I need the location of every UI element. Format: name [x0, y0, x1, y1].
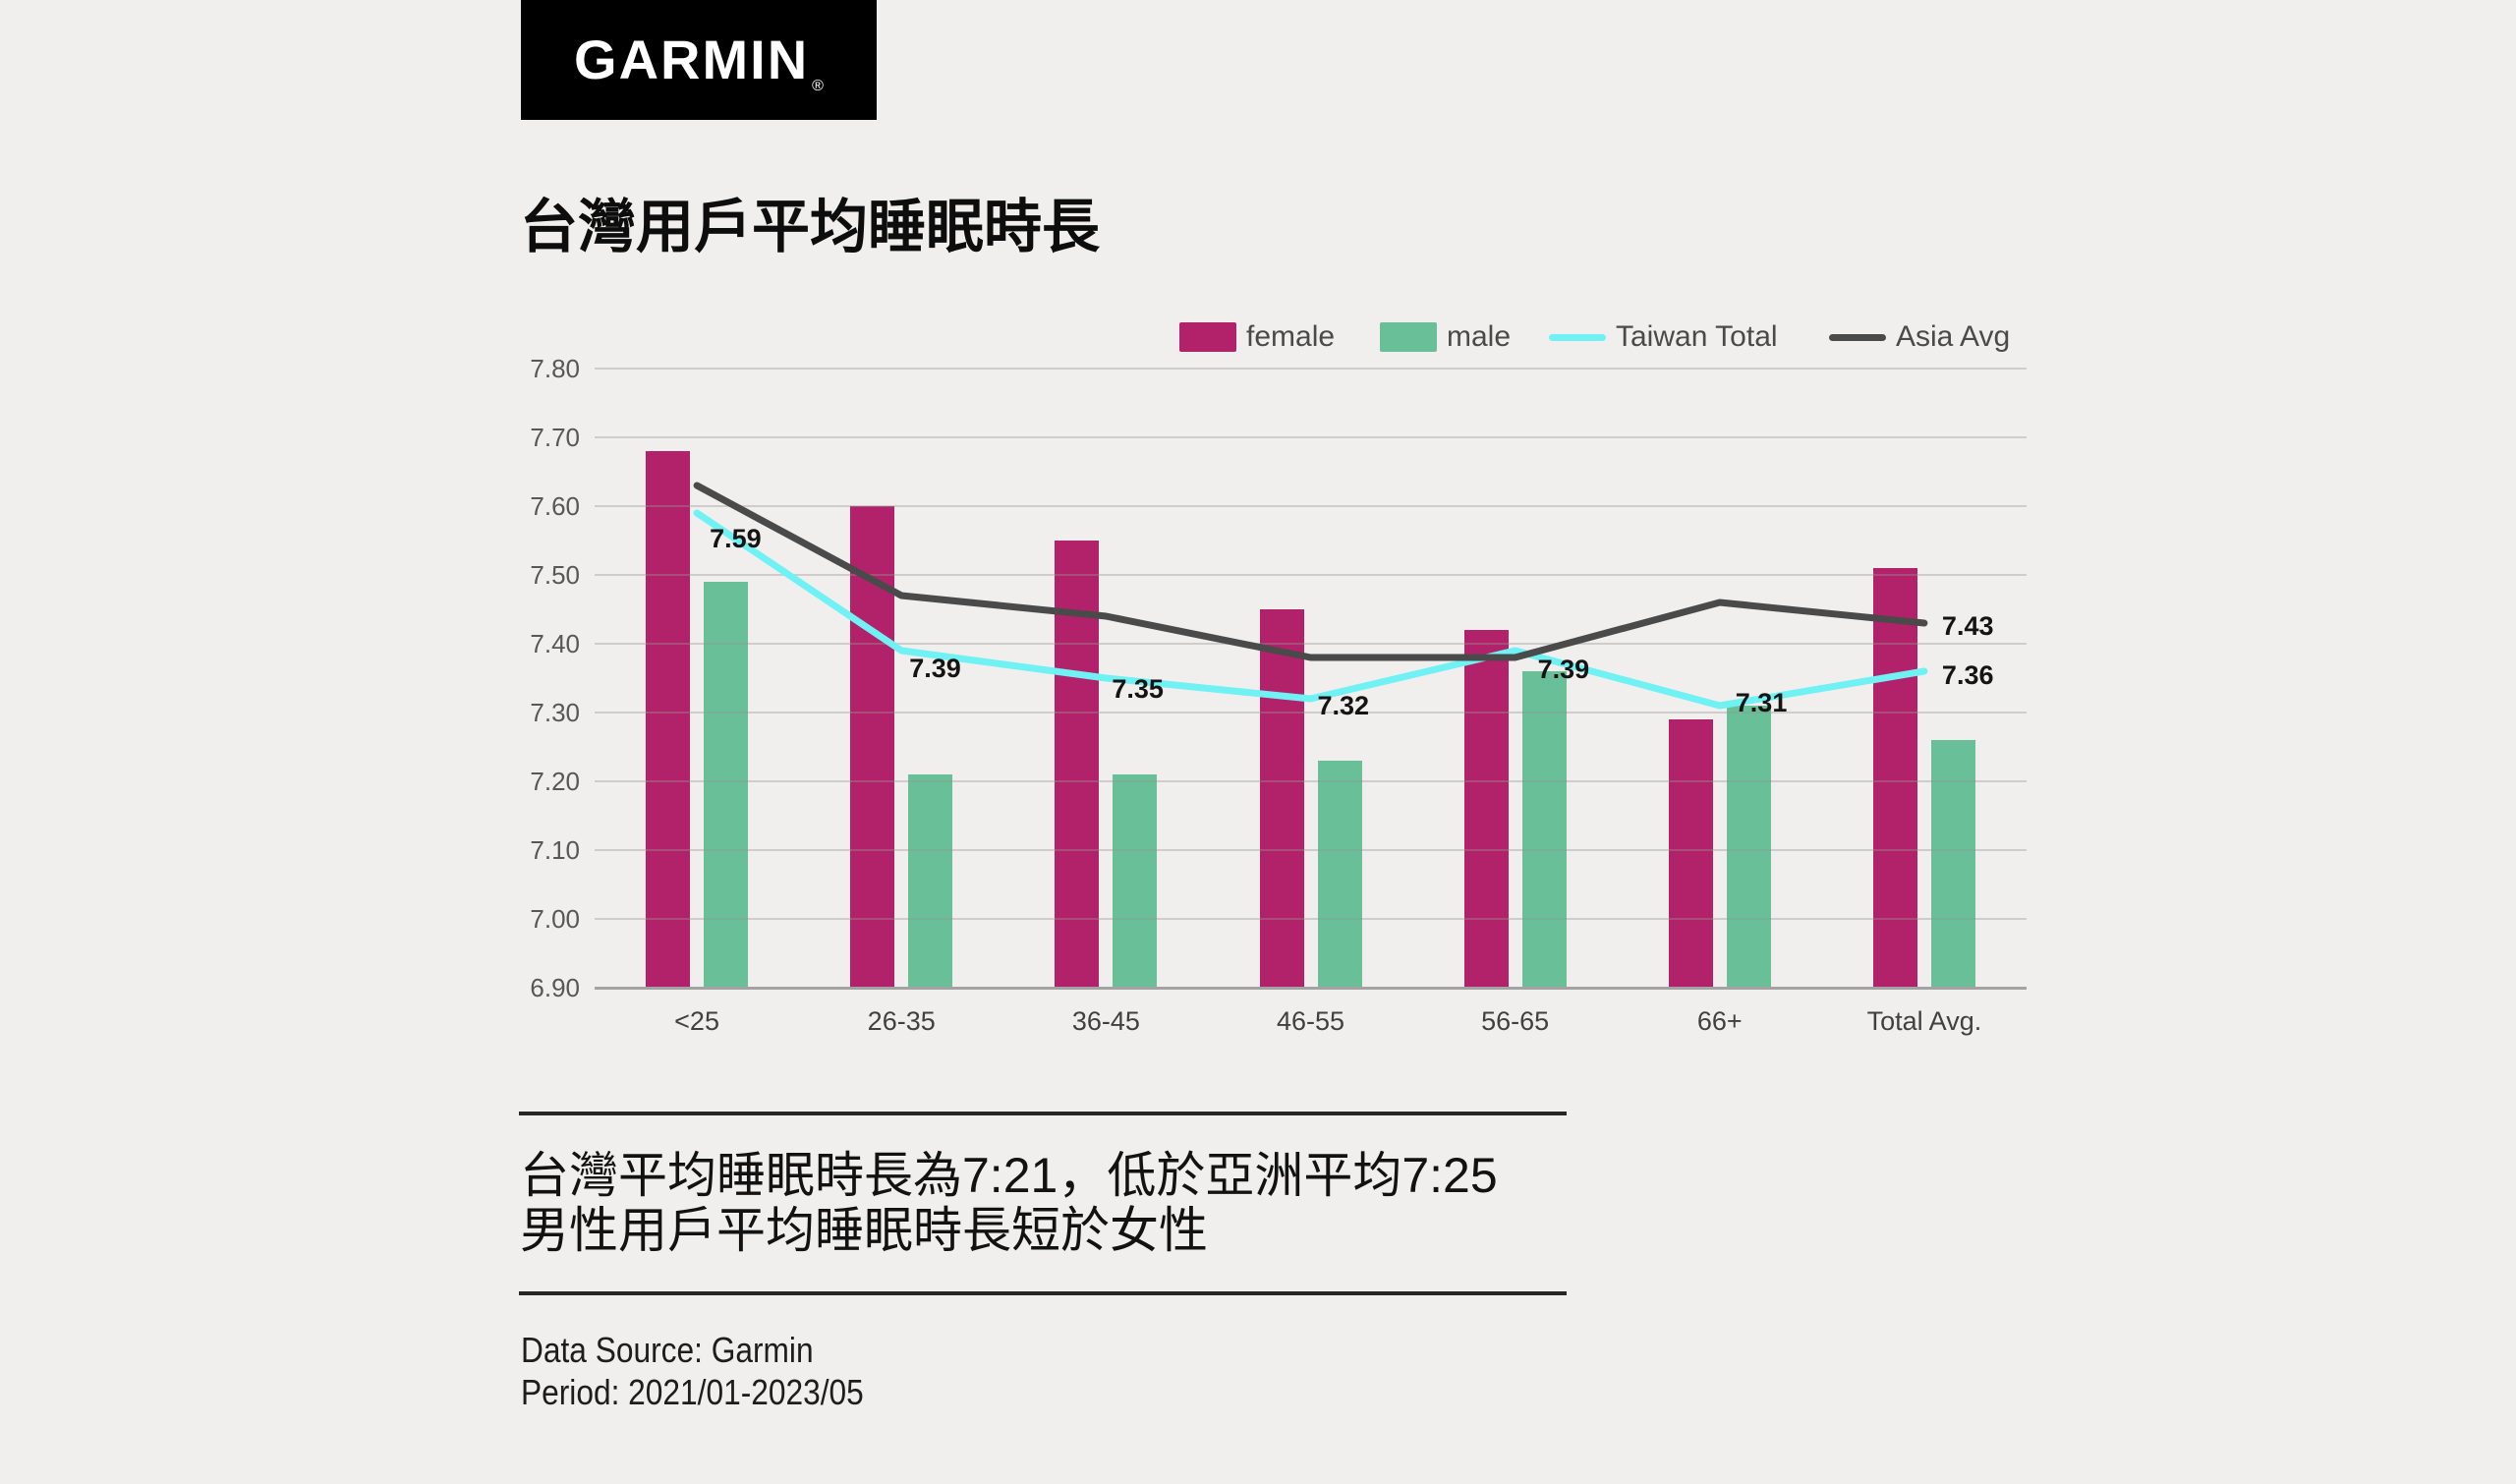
bar-female-Total Avg. — [1872, 568, 1917, 988]
x-axis-category-label: 46-55 — [1276, 1006, 1345, 1036]
data-label-taiwan-total-26-35: 7.39 — [909, 654, 961, 683]
legend-item-female[interactable]: female — [1179, 318, 1335, 356]
analysis-line-1: 台灣平均睡眠時長為7:21，低於亞洲平均7:25 — [520, 1148, 1498, 1203]
analysis-text: 台灣平均睡眠時長為7:21，低於亞洲平均7:25 男性用戶平均睡眠時長短於女性 — [520, 1148, 1699, 1258]
x-axis-category-label: <25 — [674, 1006, 719, 1036]
garmin-logo: GARMIN ® — [521, 0, 877, 120]
x-axis-category-label: 26-35 — [867, 1006, 936, 1036]
bar-female-36-45 — [1055, 541, 1100, 988]
y-axis-tick-label: 7.80 — [530, 354, 580, 383]
gridline — [595, 712, 2027, 713]
legend-label: Taiwan Total — [1616, 320, 1778, 353]
y-axis-tick-label: 6.90 — [530, 973, 580, 1002]
bar-male-26-35 — [908, 774, 953, 988]
page-title: 台灣用戶平均睡眠時長 — [520, 195, 1101, 259]
x-axis-category-label: Total Avg. — [1866, 1006, 1982, 1036]
gridline — [595, 780, 2027, 782]
bar-female-46-55 — [1259, 609, 1304, 988]
legend-item-taiwan-total[interactable]: Taiwan Total — [1549, 318, 1778, 356]
bar-male-36-45 — [1113, 774, 1158, 988]
legend-swatch-icon-male — [1380, 322, 1437, 352]
bar-male-46-55 — [1317, 761, 1362, 988]
data-source-text: Data Source: Garmin — [521, 1330, 814, 1370]
bar-female-26-35 — [850, 506, 895, 988]
x-axis-category-label: 36-45 — [1071, 1006, 1140, 1036]
y-axis-tick-label: 7.10 — [530, 835, 580, 865]
legend-item-asia-avg[interactable]: Asia Avg — [1829, 318, 2010, 356]
bar-female-<25 — [646, 451, 691, 988]
gridline — [595, 505, 2027, 507]
gridline — [595, 436, 2027, 438]
gridline — [595, 643, 2027, 645]
divider-top — [519, 1112, 1567, 1115]
data-label-taiwan-total-<25: 7.59 — [710, 524, 762, 553]
y-axis-tick-label: 7.20 — [530, 767, 580, 796]
y-axis-tick-label: 7.50 — [530, 560, 580, 590]
gridline — [595, 368, 2027, 370]
y-axis-tick-label: 7.60 — [530, 491, 580, 521]
gridline — [595, 918, 2027, 920]
legend-label: male — [1447, 320, 1512, 353]
legend-item-male[interactable]: male — [1380, 318, 1511, 356]
legend-swatch-icon-female — [1179, 322, 1236, 352]
bar-female-66+ — [1668, 719, 1713, 988]
legend-line-icon-asia-avg — [1829, 333, 1886, 341]
data-label-asia-avg-Total Avg.: 7.43 — [1941, 611, 1994, 641]
period-text: Period: 2021/01-2023/05 — [521, 1372, 864, 1412]
data-label-taiwan-total-56-65: 7.39 — [1537, 655, 1590, 684]
data-label-taiwan-total-Total Avg.: 7.36 — [1941, 660, 1994, 690]
bar-female-56-65 — [1463, 630, 1509, 988]
bar-male-56-65 — [1521, 671, 1567, 988]
y-axis-tick-label: 7.70 — [530, 423, 580, 452]
legend-label: Asia Avg — [1896, 320, 2011, 353]
data-label-taiwan-total-36-45: 7.35 — [1112, 674, 1164, 704]
source-block: Data Source: Garmin Period: 2021/01-2023… — [521, 1329, 864, 1413]
analysis-line-2: 男性用戶平均睡眠時長短於女性 — [520, 1203, 1208, 1258]
gridline — [595, 574, 2027, 576]
y-axis-tick-label: 7.30 — [530, 698, 580, 727]
garmin-logo-text: GARMIN — [574, 29, 810, 90]
x-axis-category-label: 66+ — [1696, 1006, 1743, 1036]
registered-trademark-icon: ® — [812, 78, 824, 94]
bar-male-Total Avg. — [1930, 740, 1975, 988]
y-axis-tick-label: 7.40 — [530, 629, 580, 658]
y-axis-tick-label: 7.00 — [530, 904, 580, 934]
x-axis-line — [595, 987, 2027, 990]
x-axis-category-label: 56-65 — [1481, 1006, 1550, 1036]
data-label-taiwan-total-46-55: 7.32 — [1317, 691, 1370, 720]
bar-male-66+ — [1726, 706, 1771, 988]
data-label-taiwan-total-66+: 7.31 — [1735, 688, 1788, 717]
gridline — [595, 849, 2027, 851]
legend-label: female — [1246, 320, 1336, 353]
legend-line-icon-taiwan-total — [1549, 333, 1606, 341]
divider-bottom — [519, 1291, 1567, 1295]
